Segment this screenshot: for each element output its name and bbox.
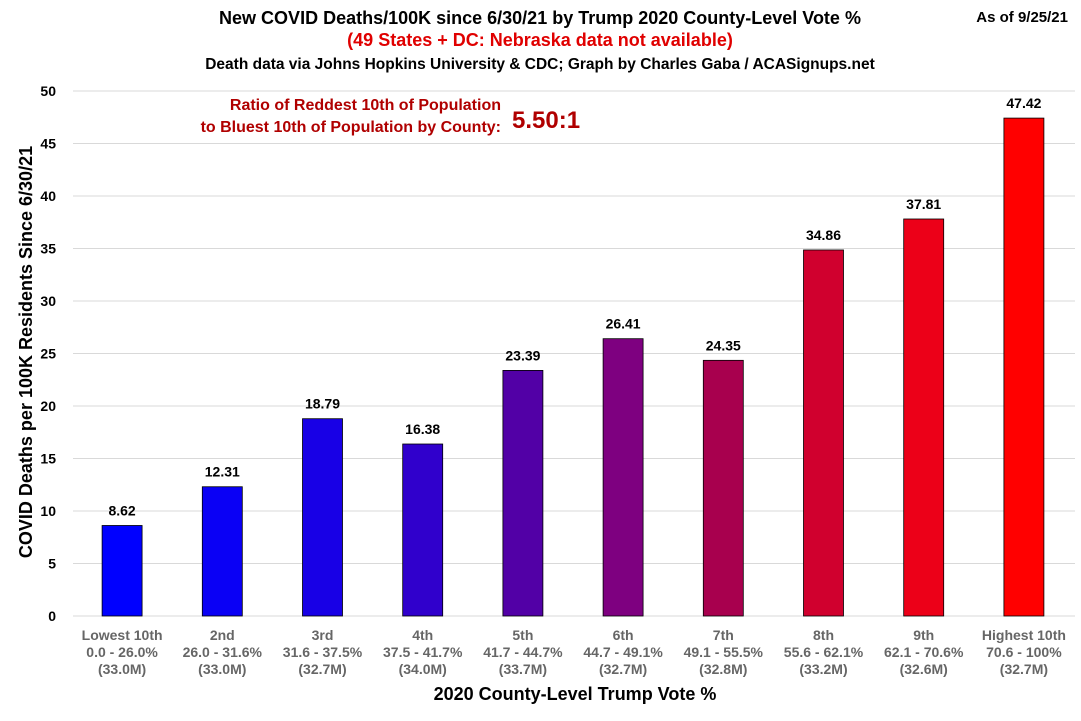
data-label: 24.35	[706, 337, 741, 353]
x-category-range: 31.6 - 37.5%	[283, 644, 363, 660]
chart-source: Death data via Johns Hopkins University …	[205, 56, 875, 73]
x-category-population: (32.6M)	[900, 661, 948, 677]
y-tick-label: 20	[40, 398, 56, 414]
data-label: 26.41	[606, 316, 641, 332]
annotation-ratio: 5.50:1	[512, 107, 580, 134]
x-category-name: 2nd	[210, 627, 235, 643]
x-category-population: (34.0M)	[399, 661, 447, 677]
x-category-range: 37.5 - 41.7%	[383, 644, 463, 660]
y-tick-label: 50	[40, 83, 56, 99]
x-category-name: 4th	[412, 627, 433, 643]
x-category-population: (32.7M)	[298, 661, 346, 677]
x-category-range: 55.6 - 62.1%	[784, 644, 864, 660]
y-axis-ticks: 0 5 10 15 20 25 30 35 40 45 50	[40, 83, 56, 624]
data-label: 34.86	[806, 227, 841, 243]
x-category-population: (32.7M)	[1000, 661, 1048, 677]
x-category-name: 9th	[913, 627, 934, 643]
x-category-population: (32.7M)	[599, 661, 647, 677]
bar	[702, 359, 744, 617]
y-tick-label: 5	[48, 556, 56, 572]
data-label: 8.62	[108, 502, 135, 518]
bars: 8.62 12.31 18.79 16.38 23.39 26.41 24.35 34.86 3…	[101, 95, 1045, 617]
y-tick-label: 10	[40, 503, 56, 519]
x-category-range: 49.1 - 55.5%	[684, 644, 764, 660]
chart-title: New COVID Deaths/100K since 6/30/21 by T…	[219, 8, 861, 28]
x-category-population: (33.0M)	[98, 661, 146, 677]
x-axis-label: 2020 County-Level Trump Vote %	[434, 684, 717, 704]
x-category-range: 70.6 - 100%	[986, 644, 1062, 660]
bar	[602, 338, 644, 617]
x-category-range: 41.7 - 44.7%	[483, 644, 563, 660]
x-category-name: Lowest 10th	[82, 627, 163, 643]
bar	[101, 525, 143, 617]
data-label: 16.38	[405, 421, 440, 437]
data-label: 23.39	[505, 347, 540, 363]
y-tick-label: 30	[40, 293, 56, 309]
bar	[1003, 117, 1045, 617]
x-category-name: 7th	[713, 627, 734, 643]
x-category-range: 44.7 - 49.1%	[583, 644, 663, 660]
x-category-name: 3rd	[312, 627, 334, 643]
x-category-population: (33.7M)	[499, 661, 547, 677]
data-label: 18.79	[305, 396, 340, 412]
data-label: 12.31	[205, 464, 240, 480]
x-category-population: (33.2M)	[799, 661, 847, 677]
chart-subtitle: (49 States + DC: Nebraska data not avail…	[347, 30, 733, 50]
y-tick-label: 15	[40, 451, 56, 467]
bar	[903, 218, 945, 617]
bar	[502, 370, 544, 617]
bar	[402, 443, 444, 617]
y-tick-label: 45	[40, 136, 56, 152]
x-category-range: 0.0 - 26.0%	[86, 644, 158, 660]
x-category-name: 5th	[512, 627, 533, 643]
x-category-range: 26.0 - 31.6%	[183, 644, 263, 660]
x-category-name: 6th	[613, 627, 634, 643]
data-label: 47.42	[1006, 95, 1041, 111]
bar	[201, 486, 243, 617]
bar	[803, 249, 844, 617]
y-axis-label: COVID Deaths per 100K Residents Since 6/…	[16, 146, 36, 558]
bar	[302, 418, 343, 617]
x-category-name: 8th	[813, 627, 834, 643]
y-tick-label: 35	[40, 241, 56, 257]
x-category-population: (32.8M)	[699, 661, 747, 677]
x-category-population: (33.0M)	[198, 661, 246, 677]
data-label: 37.81	[906, 196, 941, 212]
x-category-name: Highest 10th	[982, 627, 1066, 643]
as-of-date: As of 9/25/21	[976, 9, 1068, 26]
y-tick-label: 40	[40, 188, 56, 204]
y-tick-label: 25	[40, 346, 56, 362]
annotation-line2: to Bluest 10th of Population by County:	[201, 119, 501, 136]
x-category-range: 62.1 - 70.6%	[884, 644, 964, 660]
annotation-line1: Ratio of Reddest 10th of Population	[230, 97, 501, 114]
y-tick-label: 0	[48, 608, 56, 624]
